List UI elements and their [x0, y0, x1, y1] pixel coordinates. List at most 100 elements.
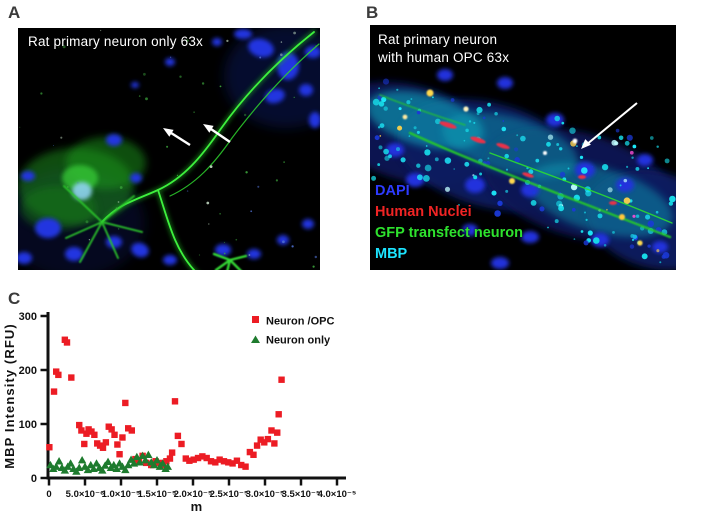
x-tick-label: 0: [46, 489, 51, 500]
speckle: [315, 45, 317, 47]
mbp-speckle: [383, 148, 389, 155]
speckle: [53, 145, 54, 146]
data-point-square: [186, 457, 193, 464]
data-point-square: [257, 436, 264, 443]
data-point-square: [225, 459, 232, 466]
data-point-triangle: [158, 459, 167, 467]
panel-b-caption-line2: with human OPC 63x: [378, 50, 510, 65]
speckle: [259, 56, 262, 59]
panel-b-caption: Rat primary neuron with human OPC 63x: [378, 31, 509, 67]
chart-axes: 0 100 200 300 0 5.0×10⁻⁶1.0×10⁻⁵1.5×10⁻⁵2.0×1…: [19, 311, 357, 500]
y-tick-label: 300: [19, 311, 37, 323]
data-point-square: [99, 444, 107, 451]
data-point-triangle: [60, 466, 70, 474]
data-point-triangle: [135, 458, 144, 466]
speckle: [115, 207, 119, 210]
mbp-speckle: [424, 164, 432, 172]
mbp-speckle: [377, 126, 381, 129]
data-point-square: [274, 429, 281, 436]
data-point-square: [122, 399, 129, 407]
data-point-square: [220, 458, 228, 465]
mbp-speckle: [379, 135, 382, 137]
data-point-square: [268, 427, 275, 434]
mbp-speckle: [591, 165, 594, 168]
chart-points: [46, 336, 285, 475]
x-tick-label: 4.0×10⁻⁵: [318, 489, 357, 500]
mbp-speckle: [514, 157, 520, 163]
mbp-speckle: [554, 219, 559, 224]
data-point-square: [238, 461, 245, 469]
data-point-square: [190, 456, 197, 463]
mbp-speckle: [485, 160, 491, 166]
mbp-speckle: [626, 134, 633, 141]
speckle: [145, 97, 148, 101]
legend-series1-label: Neuron /OPC: [266, 316, 335, 328]
data-point-square: [278, 376, 285, 383]
mbp-speckle: [668, 201, 674, 206]
mbp-speckle: [615, 128, 620, 133]
speckle: [201, 82, 205, 85]
data-point-triangle: [52, 462, 61, 470]
mbp-speckle: [580, 230, 584, 233]
mbp-speckle: [635, 214, 640, 218]
data-point-square: [264, 435, 272, 443]
mbp-speckle: [450, 98, 455, 102]
mbp-speckle: [661, 254, 666, 259]
green-neurites: [63, 29, 320, 270]
mbp-speckle: [539, 206, 545, 212]
mbp-speckle: [559, 171, 566, 178]
mbp-speckle: [397, 125, 403, 131]
speckle: [193, 111, 195, 113]
mbp-speckle: [400, 157, 406, 163]
speckle: [198, 254, 201, 256]
mbp-speckle: [453, 168, 455, 170]
mbp-speckle: [561, 121, 565, 125]
mbp-speckle: [649, 136, 654, 140]
mbp-speckle: [416, 174, 423, 181]
mbp-speckle: [408, 135, 411, 137]
speckles: [19, 29, 318, 268]
data-point-square: [78, 427, 85, 434]
speckle: [19, 126, 21, 128]
mbp-speckle: [372, 98, 380, 106]
data-point-square: [88, 428, 95, 435]
data-point-triangle: [163, 462, 172, 470]
human-nuclei-streaks: [439, 121, 617, 205]
data-point-triangle: [112, 464, 121, 473]
data-point-triangle: [149, 460, 159, 469]
mbp-speckle: [487, 157, 490, 160]
mbp-speckle: [377, 163, 381, 167]
chart-legend: Neuron /OPC Neuron only: [251, 316, 335, 347]
mbp-speckle: [573, 238, 576, 240]
panel-b-label: B: [366, 3, 379, 22]
mbp-speckle: [580, 167, 588, 174]
mbp-speckle: [618, 135, 624, 141]
mbp-speckle: [505, 189, 509, 193]
speckle: [138, 95, 141, 97]
data-point-square: [163, 458, 170, 465]
speckle: [77, 182, 79, 184]
speckle: [179, 75, 182, 78]
mbp-speckle: [435, 118, 441, 125]
mbp-speckle: [494, 210, 501, 217]
mbp-speckle: [614, 141, 619, 146]
mbp-speckle: [406, 100, 411, 105]
mbp-speckle: [444, 186, 451, 192]
legend-triangle-marker: [251, 335, 260, 343]
data-point-square: [119, 434, 126, 441]
speckle: [206, 201, 210, 205]
x-tick-label: 2.5×10⁻⁵: [210, 489, 249, 500]
mbp-speckle: [647, 220, 655, 227]
mbp-speckle: [434, 157, 439, 162]
mbp-speckle: [669, 195, 676, 203]
data-point-square: [125, 425, 132, 432]
bright-puncta: [402, 89, 643, 246]
mbp-speckle: [444, 157, 452, 164]
mbp-speckle: [593, 237, 600, 244]
mbp-speckle: [547, 134, 554, 140]
data-point-square: [102, 439, 110, 446]
mbp-speckle: [631, 238, 635, 241]
speckle: [176, 174, 179, 177]
data-point-triangle: [152, 455, 162, 464]
data-point-square: [171, 398, 179, 405]
